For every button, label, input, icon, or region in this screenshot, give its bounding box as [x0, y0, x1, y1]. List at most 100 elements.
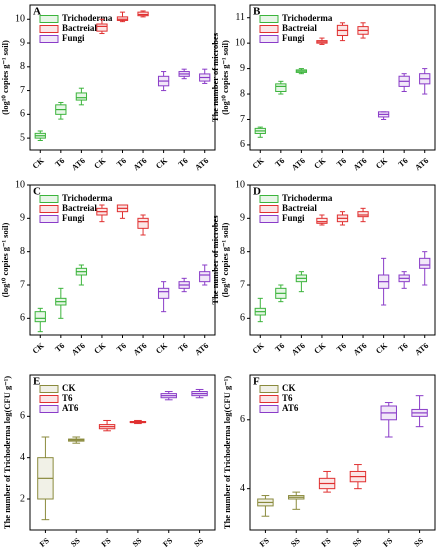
x-tick-label: AT6: [70, 341, 87, 357]
y-axis-label: (log¹⁰ copies g⁻¹ soil): [0, 40, 10, 115]
y-tick-label: 6: [20, 109, 25, 120]
legend-label: AT6: [62, 403, 79, 413]
y-axis-label: The number of microbes: [210, 215, 220, 305]
x-tick-label: T6: [273, 156, 286, 169]
y-tick-label: 9: [240, 213, 245, 224]
x-tick-label: AT6: [132, 341, 149, 357]
box: [275, 83, 287, 92]
y-tick-label: 7: [20, 279, 25, 290]
box: [96, 23, 108, 32]
y-tick-label: 6: [240, 414, 245, 425]
x-tick-label: T6: [177, 156, 190, 169]
box: [34, 311, 46, 323]
panel: B The number of microbes (log¹⁰ copies g⁻¹…: [210, 4, 436, 172]
panel: D The number of microbes (log¹⁰ copies g⁻¹…: [210, 179, 436, 357]
y-tick-label: 10: [235, 37, 245, 48]
panel: F The number of Trichoderma log(CFU g⁻¹) 4…: [222, 374, 436, 549]
plot-frame: [249, 374, 436, 531]
x-tick-label: AT6: [413, 156, 430, 172]
box: [419, 257, 431, 269]
x-tick-label: SS: [412, 536, 425, 549]
legend-label: Trichoderma: [62, 193, 113, 203]
y-tick-label: 8: [20, 246, 25, 257]
legend-label: Trichoderma: [62, 13, 113, 23]
x-tick-label: T6: [53, 156, 66, 169]
plot-frame: [29, 374, 216, 531]
x-tick-label: SS: [192, 536, 205, 549]
legend-swatch: [259, 195, 279, 203]
legend-swatch: [259, 405, 279, 413]
x-tick-label: T6: [115, 341, 128, 354]
x-tick-label: FS: [161, 536, 174, 549]
x-tick-label: CK: [31, 156, 47, 171]
x-tick-label: T6: [177, 341, 190, 354]
legend-swatch: [39, 215, 59, 223]
legend-swatch: [259, 385, 279, 393]
x-tick-label: FS: [100, 536, 113, 549]
x-tick-label: T6: [397, 156, 410, 169]
x-tick-label: T6: [53, 341, 66, 354]
y-tick-label: 10: [235, 179, 245, 190]
y-tick-label: 9: [20, 37, 25, 48]
y-tick-label: 10: [15, 179, 25, 190]
y-tick-label: 7: [240, 114, 245, 125]
y-tick-label: 6: [20, 313, 25, 324]
x-tick-label: SS: [69, 536, 82, 549]
x-tick-label: CK: [374, 156, 390, 171]
panel-label: A: [33, 6, 41, 18]
y-axis-label: (log¹⁰ copies g⁻¹ soil): [220, 223, 230, 298]
legend-label: Bactreial: [62, 23, 97, 33]
x-tick-label: AT6: [290, 156, 307, 172]
x-tick-label: CK: [92, 341, 108, 356]
legend-swatch: [39, 35, 59, 43]
x-tick-label: FS: [381, 536, 394, 549]
x-tick-label: AT6: [352, 341, 369, 357]
y-axis-label: The number of Trichoderma log(CFU g⁻¹): [222, 376, 232, 529]
x-tick-label: SS: [351, 536, 364, 549]
panel-label: D: [253, 186, 261, 198]
legend-swatch: [259, 25, 279, 33]
x-tick-label: CK: [154, 341, 170, 356]
panel: E The number of Trichoderma log(CFU g⁻¹) 2…: [2, 374, 216, 549]
legend-swatch: [259, 395, 279, 403]
x-tick-label: CK: [312, 341, 328, 356]
legend-label: T6: [62, 393, 73, 403]
panel-label: F: [253, 376, 260, 388]
x-tick-label: T6: [335, 156, 348, 169]
y-axis-label: (log¹⁰ copies g⁻¹ soil): [0, 223, 10, 298]
panel: CThe number of microbes(log¹⁰ copies g⁻¹…: [0, 179, 216, 357]
legend-label: AT6: [282, 403, 299, 413]
y-tick-label: 4: [240, 483, 245, 494]
x-tick-label: AT6: [193, 156, 210, 172]
y-tick-label: 6: [20, 411, 25, 422]
y-tick-label: 8: [240, 88, 245, 99]
x-tick-label: SS: [289, 536, 302, 549]
y-tick-label: 7: [20, 85, 25, 96]
x-tick-label: SS: [131, 536, 144, 549]
y-axis-label: The number of microbes: [210, 32, 220, 122]
legend-label: CK: [282, 383, 296, 393]
x-tick-label: AT6: [193, 341, 210, 357]
y-tick-label: 9: [240, 63, 245, 74]
y-axis-label: The number of Trichoderma log(CFU g⁻¹): [2, 376, 12, 529]
legend-label: Fungi: [282, 213, 305, 223]
x-tick-label: CK: [251, 341, 267, 356]
x-tick-label: CK: [92, 156, 108, 171]
legend-swatch: [39, 205, 59, 213]
box: [357, 211, 369, 218]
y-tick-label: 6: [240, 313, 245, 324]
box: [157, 287, 170, 299]
legend-swatch: [39, 405, 59, 413]
y-tick-label: 8: [20, 61, 25, 72]
x-tick-label: T6: [273, 341, 286, 354]
legend-label: Bactreial: [282, 203, 317, 213]
x-tick-label: FS: [320, 536, 333, 549]
panel-label: E: [33, 376, 40, 388]
legend-swatch: [39, 395, 59, 403]
legend-swatch: [39, 195, 59, 203]
x-tick-label: CK: [154, 156, 170, 171]
y-tick-label: 10: [15, 14, 25, 25]
x-tick-label: T6: [115, 156, 128, 169]
legend-label: T6: [282, 393, 293, 403]
y-axis-label: (log¹⁰ copies g⁻¹ soil): [220, 40, 230, 115]
